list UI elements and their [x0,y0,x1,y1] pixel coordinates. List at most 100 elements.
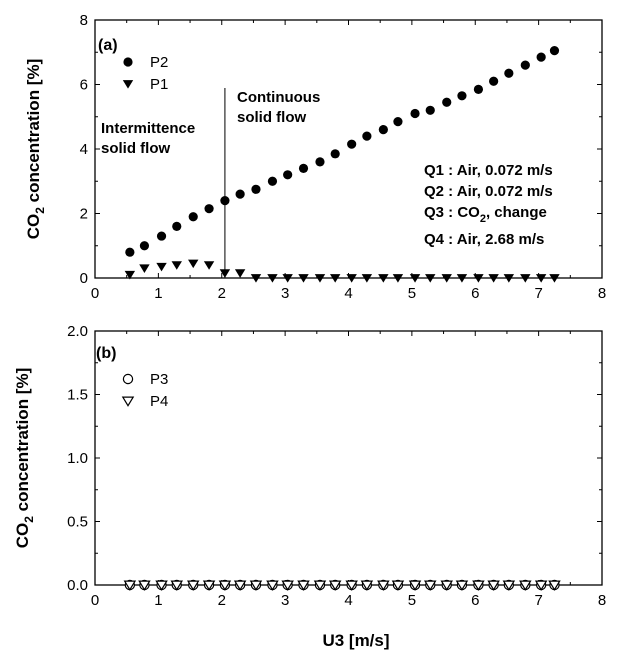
panel-b-y-tick-label: 1.0 [67,450,88,467]
panel-a-series-p2-point [172,221,182,231]
panel-a-series-p2-point [220,196,230,206]
panel-a-region-left-line1: Intermittence [101,120,195,137]
panel-b-x-tick-label: 0 [91,592,99,609]
panel-b-series-p4-point [218,580,232,591]
panel-a-series-p2-point [536,52,546,62]
panel-b-series-p4-point [249,580,263,591]
panel-b-legend-label-p3: P3 [150,371,168,388]
panel-a-series-p2-point [442,97,452,107]
panel-a-series-p2-point [425,105,435,115]
panel-a-y-tick-label: 2 [80,206,88,223]
panel-a-x-tick-label: 1 [154,285,162,302]
panel-a-series-p2-point [251,184,261,194]
panel-a-series-p1-point [188,259,199,269]
panel-a-y-tick-label: 4 [80,141,88,158]
panel-a-series-p1-point [329,274,341,283]
panel-a-series-p2-point [410,108,420,119]
panel-b-y-tick-label: 0.5 [67,514,88,531]
panel-a-legend-label-p2: P2 [150,54,168,71]
panel-a-legend-marker-p1 [122,80,134,89]
panel-a-series-p2-point [347,139,357,149]
panel-a-series-p2-point [283,170,293,180]
panel-a-legend-label-p1: P1 [150,76,168,93]
panel-a-legend-marker-p2 [123,57,133,67]
panel-a-series-p1-point [425,274,436,283]
panel-a-condition-q2: Q2 : Air, 0.072 m/s [424,183,553,200]
panel-a-series-p1-point [139,264,150,274]
panel-a-series-p1-point [549,274,560,283]
panel-a-series-p2-point [362,131,372,141]
panel-b-series-p4-point [155,580,168,591]
panel-b-series-p4-point [345,580,358,591]
panel-b-y-tick-label: 2.0 [67,323,88,340]
panel-a-label: (a) [98,37,118,54]
panel-a-series-p1-point [409,274,421,283]
panel-b-series-p4-point [548,580,561,591]
panel-a-series-p1-point [267,274,278,283]
panel-a-x-tick-label: 4 [344,285,352,302]
panel-b-series-p4-point [455,580,469,591]
panel-b-x-axis-label: U3 [m/s] [322,631,389,650]
panel-b-x-tick-label: 5 [408,592,416,609]
panel-b-legend-label-p4: P4 [150,393,168,410]
panel-b-series-p4-point [266,580,279,591]
panel-b-series-p4-point [487,580,500,591]
panel-b-y-axis-label-rest: concentration [%] [13,368,32,516]
panel-a-y-axis-label: CO2 concentration [%] [24,59,47,239]
panel-a-series-p1-point [378,274,389,283]
panel-b-series-p4-point [502,580,516,591]
panel-b-x-tick-label: 4 [344,592,352,609]
panel-a-x-tick-label: 5 [408,285,416,302]
panel-b-series-p4-point [202,580,216,591]
panel-b-series-p4-point [423,580,437,591]
panel-a-series-p2-point [315,157,325,167]
panel-b-x-tick-label: 3 [281,592,289,609]
panel-b-y-tick-label: 1.5 [67,387,88,404]
panel-a-series-p2-point [520,60,530,70]
panel-a-series-p1-point [298,274,309,283]
panel-b-x-tick-label: 1 [154,592,162,609]
panel-a-series-p2-point [267,176,278,186]
panel-a-series-p2-point [139,241,150,251]
panel-a-series-p2-point [489,76,499,86]
panel-a-series-p2-point [204,204,214,214]
panel-a-condition-q3-rest: , change [486,204,547,221]
panel-b-frame [94,330,603,586]
panel-b-legend-marker-p4 [121,396,135,407]
panel-a-series-p1-point [520,274,531,283]
panel-a-series-p2-point [393,116,403,127]
panel-a-x-tick-label: 2 [218,285,226,302]
panel-a-series-p1-point [124,270,136,280]
panel-a-y-tick-label: 6 [80,77,88,94]
panel-a-condition-q3-sub: 2 [480,213,486,225]
panel-a-series-p1-point [234,269,246,278]
panel-a-y-axis-label-sub: 2 [33,207,47,214]
panel-a-series-p2-point [188,212,198,222]
panel-b-x-tick-label: 7 [534,592,542,609]
panel-b-y-axis-label-sub: 2 [22,516,36,523]
panel-b-series-p4-point [408,580,422,591]
panel-a-series-p1-point [535,274,547,283]
panel-a-series-p1-point [503,274,515,283]
panel-b-series-p4-point [281,580,294,591]
panel-a-condition-q4: Q4 : Air, 2.68 m/s [424,231,544,248]
panel-b-series-p4-point [440,580,453,591]
panel-a-series-p2-point [378,125,388,135]
panel-a-series-p1-point [346,274,357,283]
panel-b-series-p4-point [297,580,310,591]
panel-b-series-p4-point [360,580,374,591]
panel-b-series-p4-point [328,580,342,591]
panel-a-series-p1-point [361,274,373,283]
panel-a-x-tick-label: 8 [598,285,606,302]
panel-b-series-p4-point [186,580,200,591]
panel-b-series-p4-point [391,580,405,591]
panel-a-region-right-line2: solid flow [237,109,306,126]
panel-a-x-tick-label: 3 [281,285,289,302]
panel-b-series-p4-point [123,580,137,591]
panel-a-series-p2-point [298,163,309,173]
panel-a-series-p2-point [125,247,135,257]
panel-a-condition-q1: Q1 : Air, 0.072 m/s [424,162,553,179]
panel-a-series-p1-point [250,274,262,283]
panel-b-series-p4-point [519,580,532,591]
